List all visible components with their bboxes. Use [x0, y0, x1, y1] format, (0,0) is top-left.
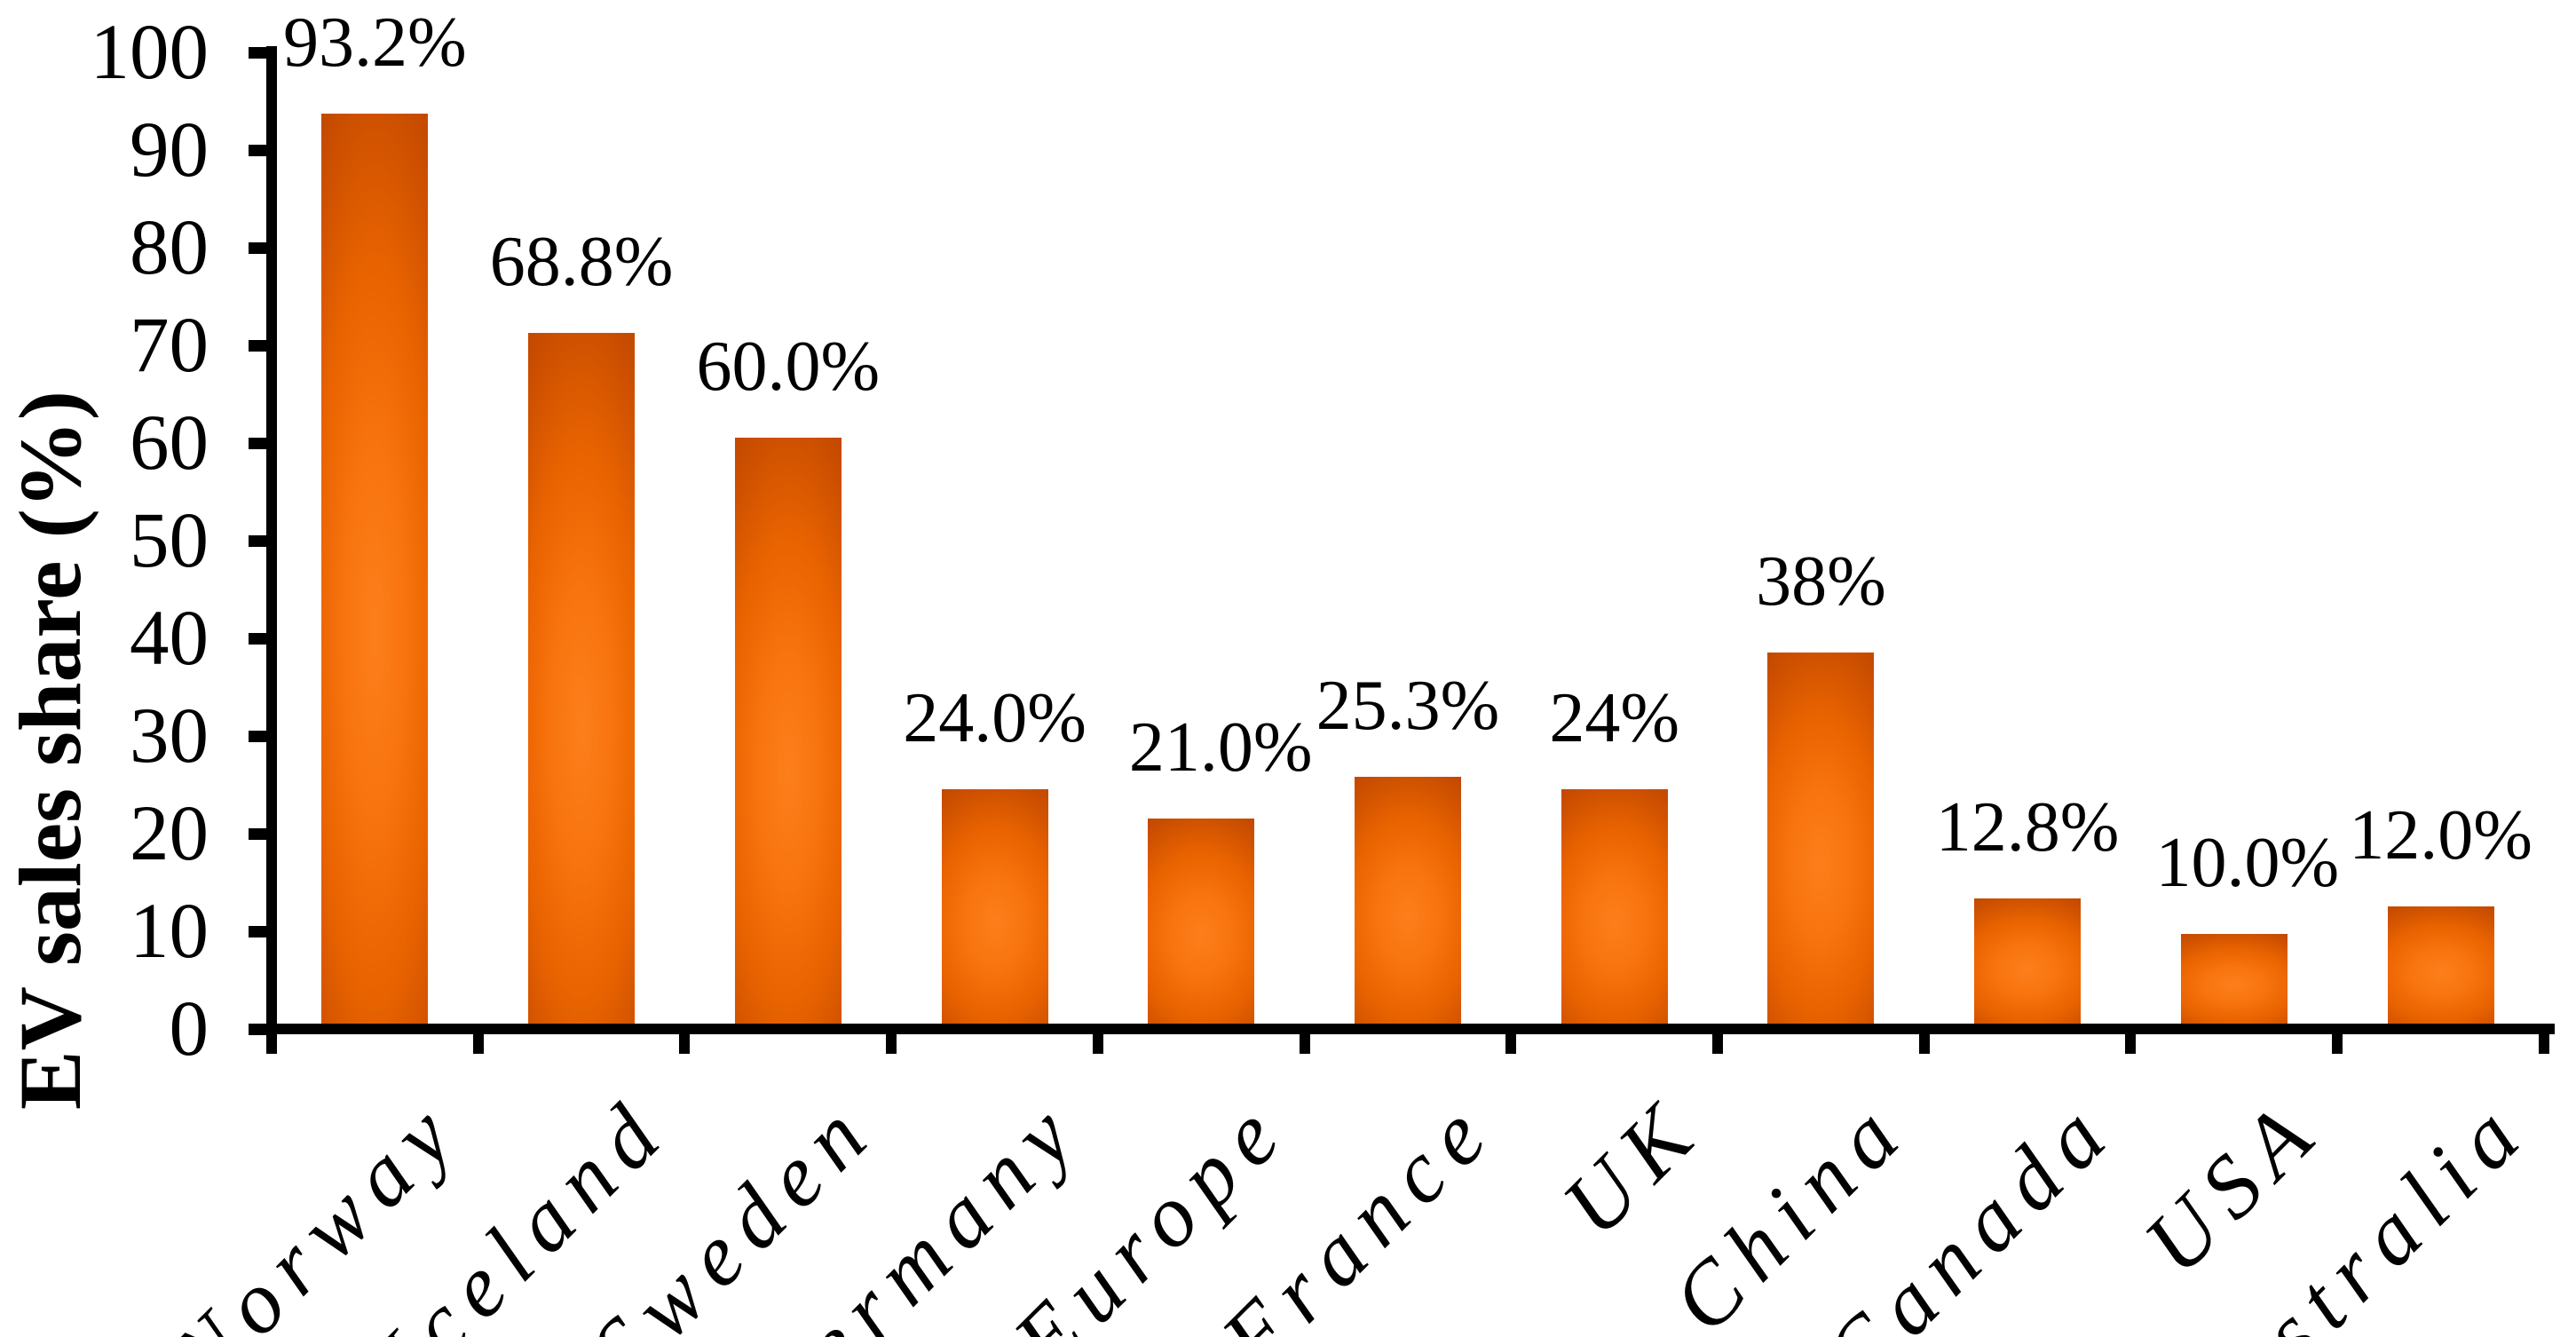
y-tick-label: 60 — [130, 400, 209, 487]
bar-value-label: 25.3% — [1316, 666, 1500, 745]
y-tick — [249, 534, 272, 547]
bar-norway — [321, 113, 429, 1024]
x-tick — [2538, 1029, 2549, 1054]
bar-china — [1767, 653, 1875, 1024]
y-tick-label: 20 — [130, 790, 209, 877]
bar-value-label: 60.0% — [696, 328, 881, 406]
y-tick — [249, 339, 272, 352]
bar-france — [1354, 776, 1461, 1024]
y-tick — [249, 144, 272, 156]
y-tick-label: 0 — [169, 985, 209, 1072]
bar-value-label: 10.0% — [2155, 823, 2340, 902]
y-tick-label: 10 — [130, 888, 209, 975]
x-tick — [1918, 1029, 1930, 1054]
y-tick-label: 30 — [130, 692, 209, 779]
y-tick-label: 50 — [130, 497, 209, 584]
x-tick — [1712, 1029, 1724, 1054]
bar-canada — [1974, 898, 2082, 1024]
bar-value-label: 24% — [1549, 679, 1679, 757]
bar-value-label: 38% — [1756, 542, 1886, 621]
x-tick — [266, 1029, 277, 1054]
bar-iceland — [528, 333, 636, 1024]
bar-europe — [1148, 819, 1255, 1024]
x-tick — [1092, 1029, 1103, 1054]
bar-usa — [2180, 933, 2288, 1024]
y-tick — [249, 632, 272, 645]
x-tick — [679, 1029, 691, 1054]
x-tick — [1505, 1029, 1517, 1054]
bar-sweden — [734, 438, 842, 1024]
bar-value-label: 93.2% — [283, 3, 467, 82]
x-tick — [2125, 1029, 2137, 1054]
bar-value-label: 12.0% — [2349, 796, 2533, 874]
y-tick — [249, 925, 272, 937]
bar-uk — [1561, 789, 1668, 1024]
x-tick — [2332, 1029, 2343, 1054]
y-tick-label: 40 — [130, 595, 209, 682]
y-tick — [249, 46, 272, 59]
y-tick — [249, 1023, 272, 1035]
y-tick — [249, 827, 272, 840]
bar-australia — [2387, 906, 2494, 1024]
y-tick-label: 100 — [90, 9, 209, 96]
bar-value-label: 12.8% — [1935, 788, 2120, 867]
y-tick-label: 70 — [130, 302, 209, 389]
y-tick — [249, 730, 272, 742]
y-tick — [249, 437, 272, 449]
y-axis-line — [266, 46, 277, 1034]
y-tick — [249, 241, 272, 254]
x-tick — [1299, 1029, 1310, 1054]
bar-germany — [941, 789, 1048, 1024]
bar-value-label: 68.8% — [489, 223, 674, 302]
x-axis-line — [266, 1024, 2555, 1034]
x-tick — [886, 1029, 897, 1054]
y-tick-label: 80 — [130, 204, 209, 291]
bar-value-label: 24.0% — [903, 679, 1087, 757]
bar-value-label: 21.0% — [1128, 708, 1313, 787]
y-tick-label: 90 — [130, 107, 209, 194]
x-tick — [472, 1029, 484, 1054]
